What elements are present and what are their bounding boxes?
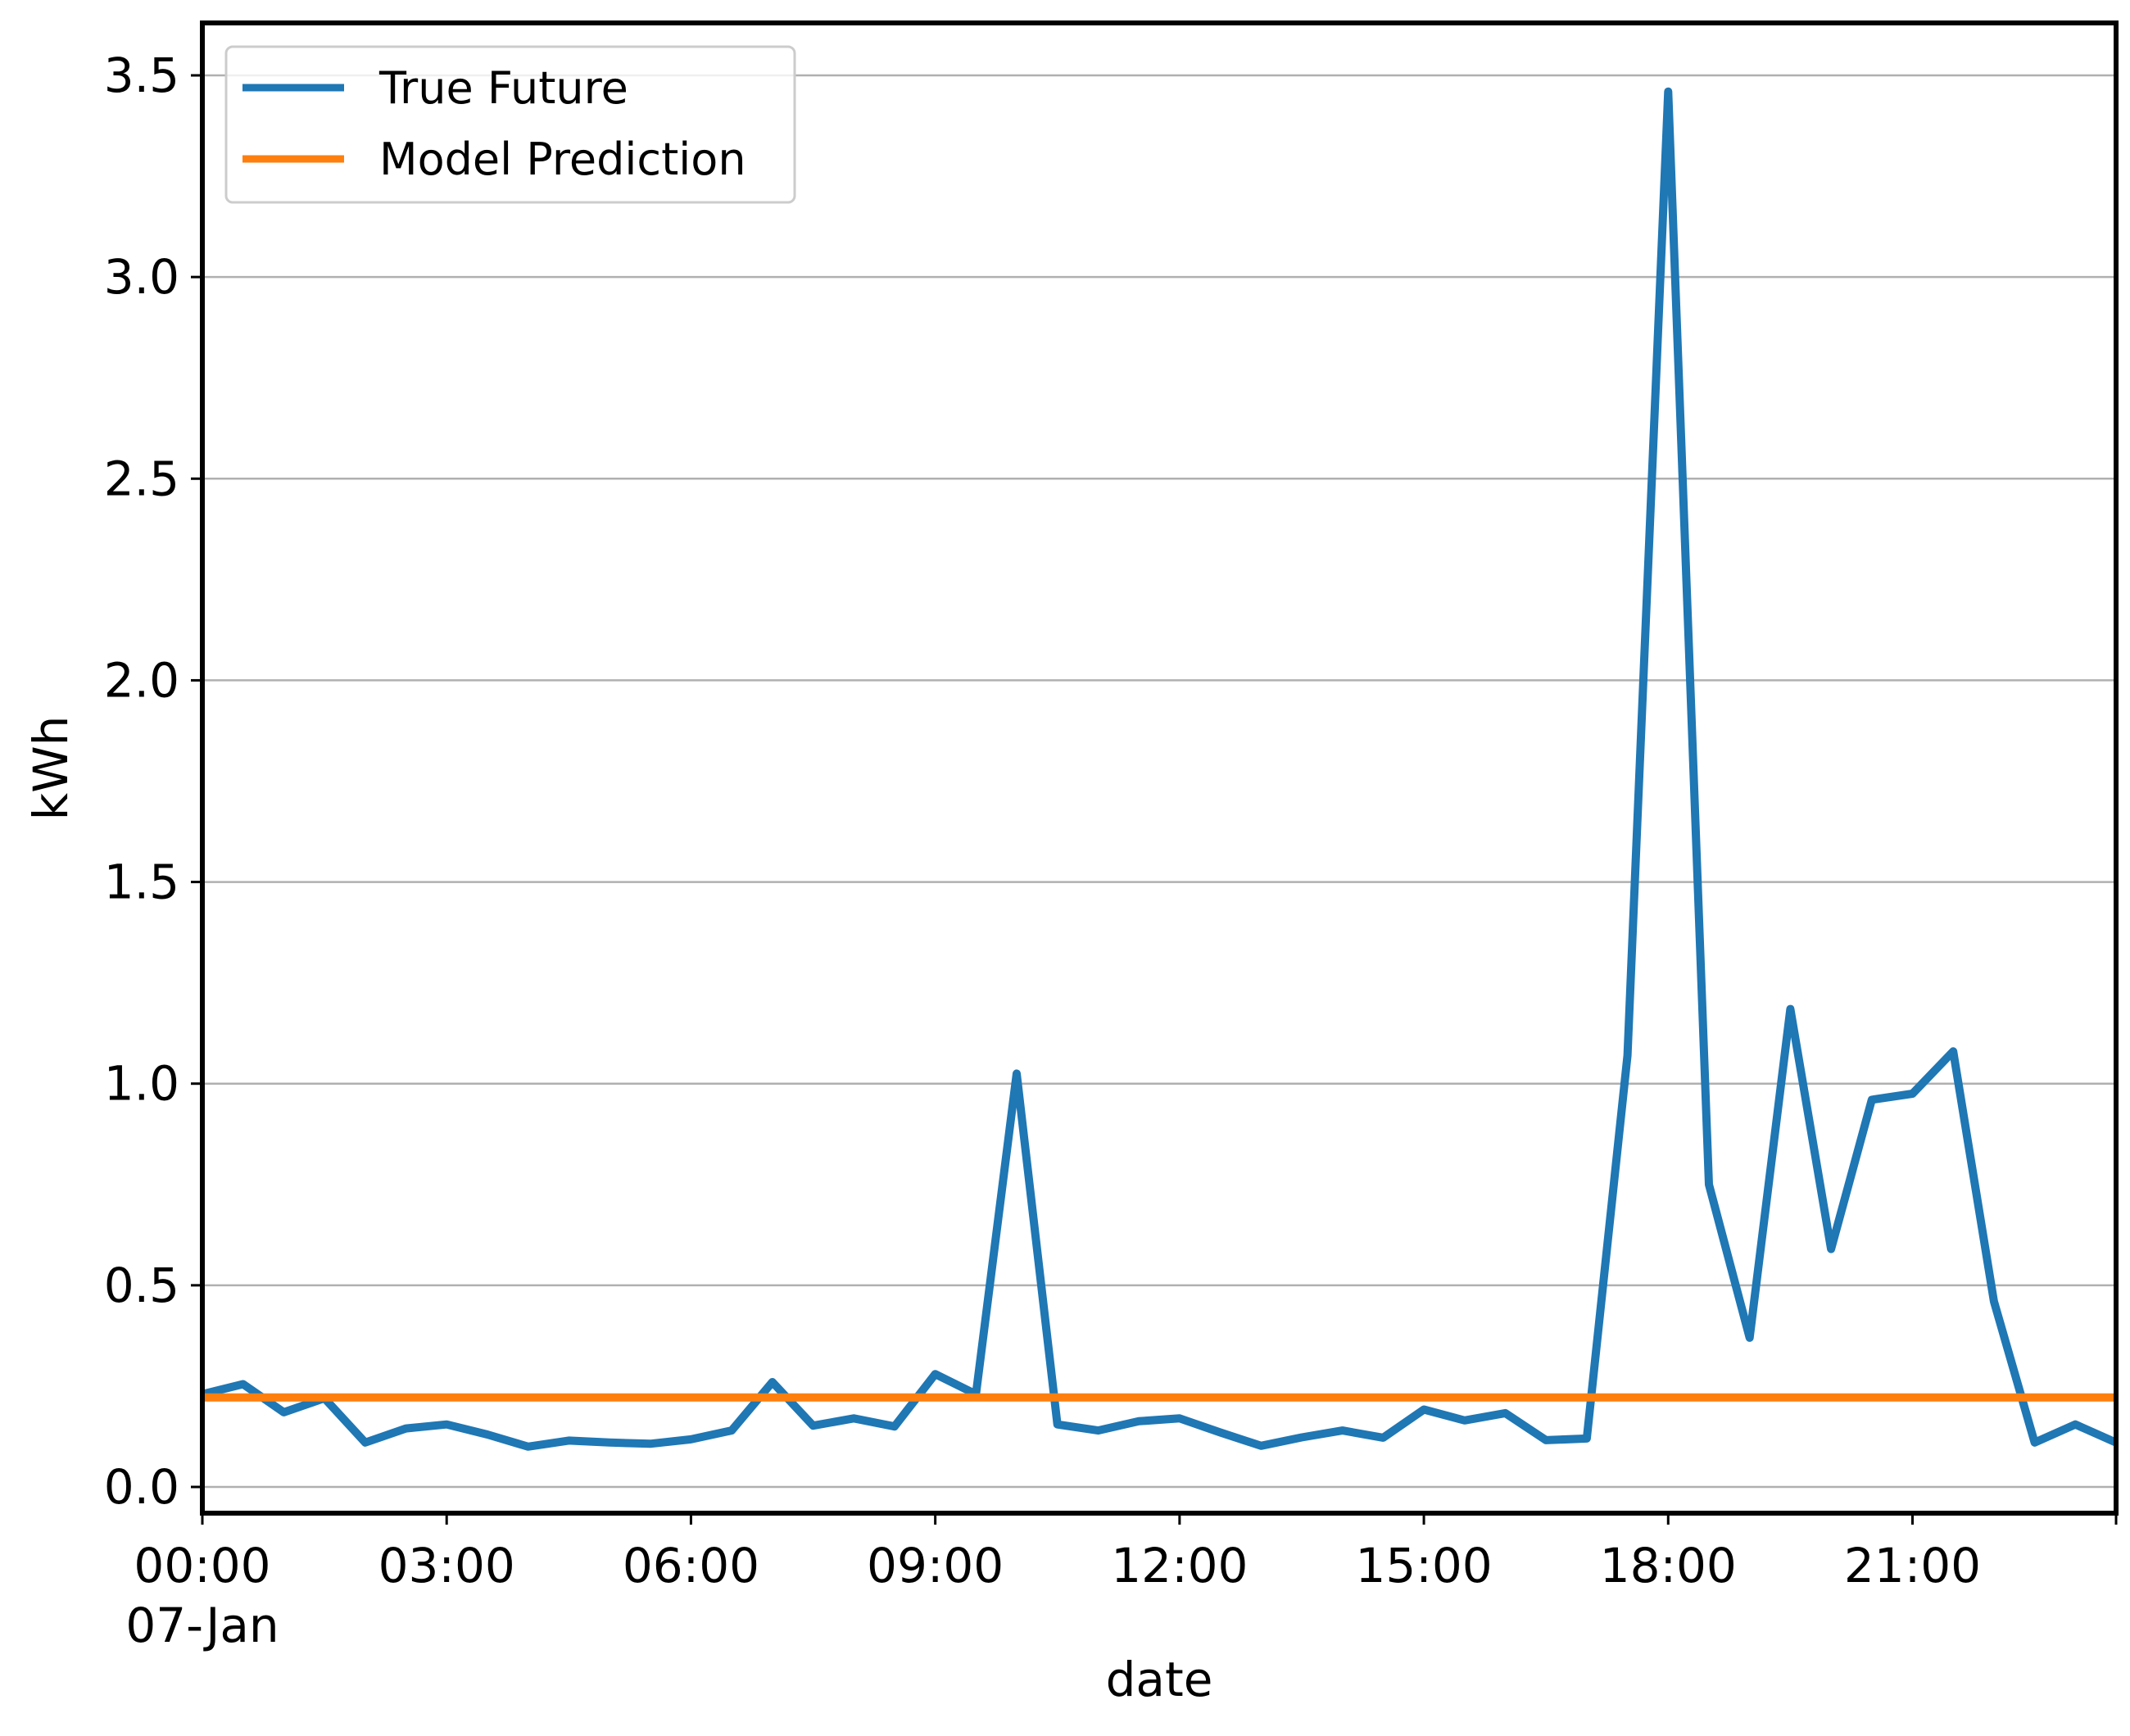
x-tick-label: 18:00 xyxy=(1600,1538,1737,1593)
x-axis-label: date xyxy=(1106,1652,1213,1707)
plot-frame xyxy=(200,20,2119,1516)
y-tick-label: 2.0 xyxy=(104,652,179,708)
x-tick-date-label: 07-Jan xyxy=(125,1598,279,1653)
y-tick-label: 3.5 xyxy=(104,48,179,103)
x-tick-label: 15:00 xyxy=(1355,1538,1492,1593)
x-tick-label: 00:00 xyxy=(134,1538,270,1593)
series-line-true-future-line xyxy=(202,87,2116,1451)
x-tick-label: 09:00 xyxy=(867,1538,1004,1593)
y-tick-label: 3.0 xyxy=(104,249,179,305)
y-tick-label: 1.0 xyxy=(104,1056,179,1112)
y-axis-ticks: 0.0 0.5 1.0 1.5 2.0 2.5 3.0 3.5 xyxy=(104,48,202,1515)
x-tick-label: 03:00 xyxy=(378,1538,515,1593)
y-tick-label: 1.5 xyxy=(104,854,179,910)
y-tick-label: 0.0 xyxy=(104,1459,179,1515)
y-axis-label: kWh xyxy=(23,716,79,821)
legend-label-true-future: True Future xyxy=(378,62,628,114)
x-tick-label: 06:00 xyxy=(623,1538,759,1593)
y-tick-label: 2.5 xyxy=(104,451,179,506)
x-tick-label: 21:00 xyxy=(1844,1538,1981,1593)
y-tick-label: 0.5 xyxy=(104,1258,179,1313)
plot-lines xyxy=(202,87,2116,1451)
x-tick-label: 12:00 xyxy=(1111,1538,1248,1593)
gridlines xyxy=(202,74,2116,1489)
x-axis-ticks: 00:00 03:00 06:00 09:00 12:00 15:00 18:00 21:00… xyxy=(125,1513,2118,1653)
legend: True Future Model Prediction xyxy=(224,45,796,204)
legend-box xyxy=(224,45,796,204)
legend-label-model-prediction: Model Prediction xyxy=(379,134,746,185)
